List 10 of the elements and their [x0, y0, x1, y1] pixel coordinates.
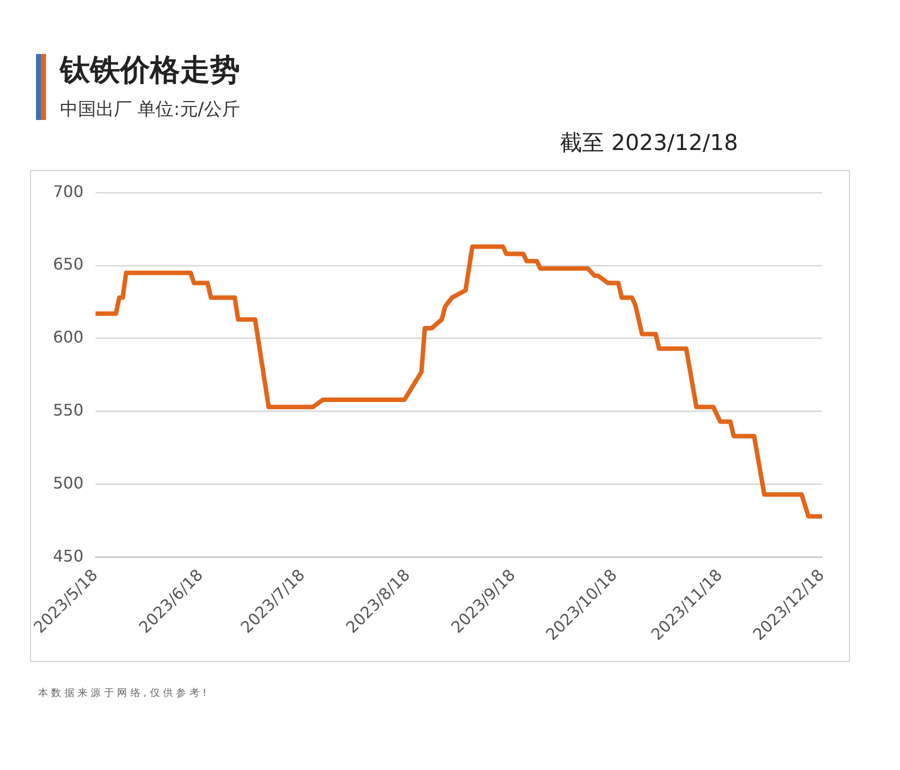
y-tick-label: 500 — [52, 473, 84, 492]
text: 截至 2023/12/18 — [560, 130, 738, 158]
y-tick-label: 700 — [52, 182, 84, 201]
y-tick-label: 550 — [52, 400, 84, 420]
chart-subtitle: 中国出厂 单位:元/公斤 — [60, 98, 240, 121]
y-tick-label: 650 — [52, 254, 84, 274]
chart-title: 钛铁价格走势 — [60, 52, 240, 90]
y-tick-label: 600 — [52, 328, 84, 347]
text: 本 数 据 来 源 于 网 络 , 仅 供 参 考 ! — [38, 686, 207, 700]
y-tick-label: 450 — [52, 546, 84, 566]
